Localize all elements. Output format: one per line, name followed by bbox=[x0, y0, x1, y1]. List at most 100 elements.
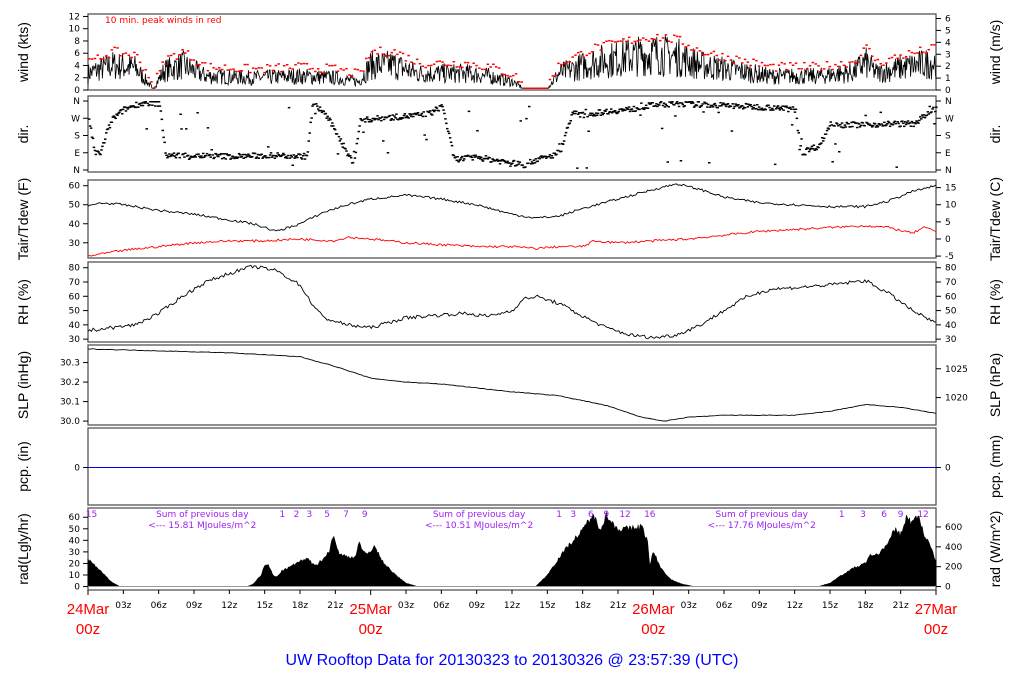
direction-point bbox=[461, 155, 464, 158]
direction-point bbox=[280, 155, 283, 157]
direction-point bbox=[701, 103, 704, 105]
direction-point bbox=[521, 164, 524, 166]
direction-point bbox=[624, 109, 627, 111]
direction-point bbox=[219, 153, 223, 155]
direction-point bbox=[646, 107, 650, 109]
peak-wind-point bbox=[348, 74, 351, 76]
direction-point bbox=[708, 106, 712, 108]
peak-wind-point bbox=[650, 38, 653, 40]
direction-point bbox=[422, 111, 425, 113]
direction-point bbox=[804, 154, 807, 156]
rad-left-tick-label: 0 bbox=[74, 583, 80, 593]
direction-point bbox=[828, 125, 832, 127]
direction-point bbox=[745, 103, 749, 105]
direction-point bbox=[747, 103, 751, 106]
peak-wind-point bbox=[478, 67, 481, 69]
x-tick-label: 18z bbox=[292, 601, 308, 611]
direction-point bbox=[174, 157, 178, 159]
direction-point bbox=[718, 105, 721, 107]
peak-wind-point bbox=[800, 68, 803, 70]
direction-point bbox=[490, 161, 493, 163]
x-tick-label: 21z bbox=[893, 601, 909, 611]
temp-left-tick-label: 30 bbox=[69, 239, 81, 249]
direction-point bbox=[146, 102, 149, 105]
peak-wind-point bbox=[562, 62, 566, 65]
direction-point bbox=[673, 104, 676, 106]
direction-point bbox=[764, 108, 767, 111]
peak-wind-point bbox=[902, 57, 905, 59]
rad-right-y-axis-label: rad (W/m^2) bbox=[987, 511, 1003, 588]
dir-panel-frame bbox=[87, 95, 937, 173]
direction-point bbox=[757, 106, 761, 108]
rh-right-tick-label: 60 bbox=[945, 292, 957, 302]
slp-panel-frame bbox=[87, 344, 937, 426]
direction-point bbox=[282, 152, 285, 155]
direction-point bbox=[158, 105, 162, 107]
peak-wind-point bbox=[243, 63, 246, 66]
direction-point bbox=[478, 155, 481, 158]
direction-point bbox=[917, 122, 920, 124]
peak-wind-point bbox=[834, 63, 837, 66]
peak-wind-point bbox=[302, 62, 306, 65]
direction-point bbox=[199, 156, 202, 159]
direction-point bbox=[929, 112, 932, 114]
direction-point bbox=[591, 112, 594, 115]
direction-point bbox=[126, 108, 130, 110]
direction-point bbox=[575, 110, 578, 113]
direction-point bbox=[310, 117, 313, 119]
peak-wind-point bbox=[308, 68, 311, 70]
peak-wind-point bbox=[780, 61, 783, 64]
rh-left-tick-label: 70 bbox=[69, 278, 81, 288]
direction-point bbox=[786, 106, 789, 109]
direction-point bbox=[311, 105, 314, 107]
direction-point bbox=[379, 117, 382, 119]
direction-point bbox=[124, 110, 128, 112]
direction-point bbox=[175, 154, 179, 156]
peak-wind-point bbox=[497, 67, 501, 69]
direction-point bbox=[138, 102, 142, 105]
direction-point bbox=[826, 127, 830, 129]
direction-point bbox=[833, 125, 836, 127]
peak-wind-point bbox=[636, 40, 639, 42]
direction-point bbox=[193, 155, 196, 157]
direction-point bbox=[332, 125, 335, 127]
peak-wind-point bbox=[557, 62, 560, 65]
direction-point bbox=[910, 120, 914, 123]
direction-point bbox=[901, 120, 904, 122]
peak-wind-point bbox=[868, 47, 871, 50]
direction-point bbox=[296, 156, 299, 159]
direction-point bbox=[797, 132, 800, 134]
direction-point bbox=[795, 117, 799, 120]
direction-point bbox=[347, 153, 350, 155]
direction-point bbox=[401, 117, 405, 119]
peak-wind-point bbox=[732, 62, 735, 64]
peak-wind-point bbox=[774, 70, 778, 72]
direction-point bbox=[558, 143, 561, 145]
direction-point bbox=[228, 154, 231, 156]
direction-point bbox=[607, 113, 610, 115]
direction-point bbox=[331, 122, 334, 124]
direction-point bbox=[893, 120, 897, 123]
direction-point bbox=[229, 158, 232, 160]
direction-point bbox=[435, 107, 439, 109]
direction-point bbox=[610, 112, 614, 114]
direction-point bbox=[402, 114, 406, 117]
direction-point bbox=[419, 114, 423, 116]
wind-y-axis-label: wind (kts) bbox=[15, 22, 31, 83]
direction-point bbox=[251, 155, 254, 158]
direction-point bbox=[266, 156, 269, 159]
direction-point bbox=[394, 117, 397, 119]
direction-point bbox=[578, 116, 582, 118]
direction-point bbox=[659, 102, 662, 104]
direction-point bbox=[858, 126, 862, 128]
rh-left-tick-label: 80 bbox=[69, 264, 81, 274]
day-tick-time: 00z bbox=[924, 621, 948, 638]
direction-point bbox=[264, 155, 267, 157]
peak-wind-point bbox=[560, 63, 563, 66]
peak-wind-point bbox=[461, 66, 464, 69]
direction-point bbox=[719, 102, 722, 104]
direction-point bbox=[899, 125, 902, 127]
direction-point bbox=[219, 153, 222, 156]
rh-left-tick-label: 60 bbox=[69, 292, 81, 302]
radiation-sum-value: <--- 15.81 MJoules/m^2 bbox=[148, 521, 256, 531]
